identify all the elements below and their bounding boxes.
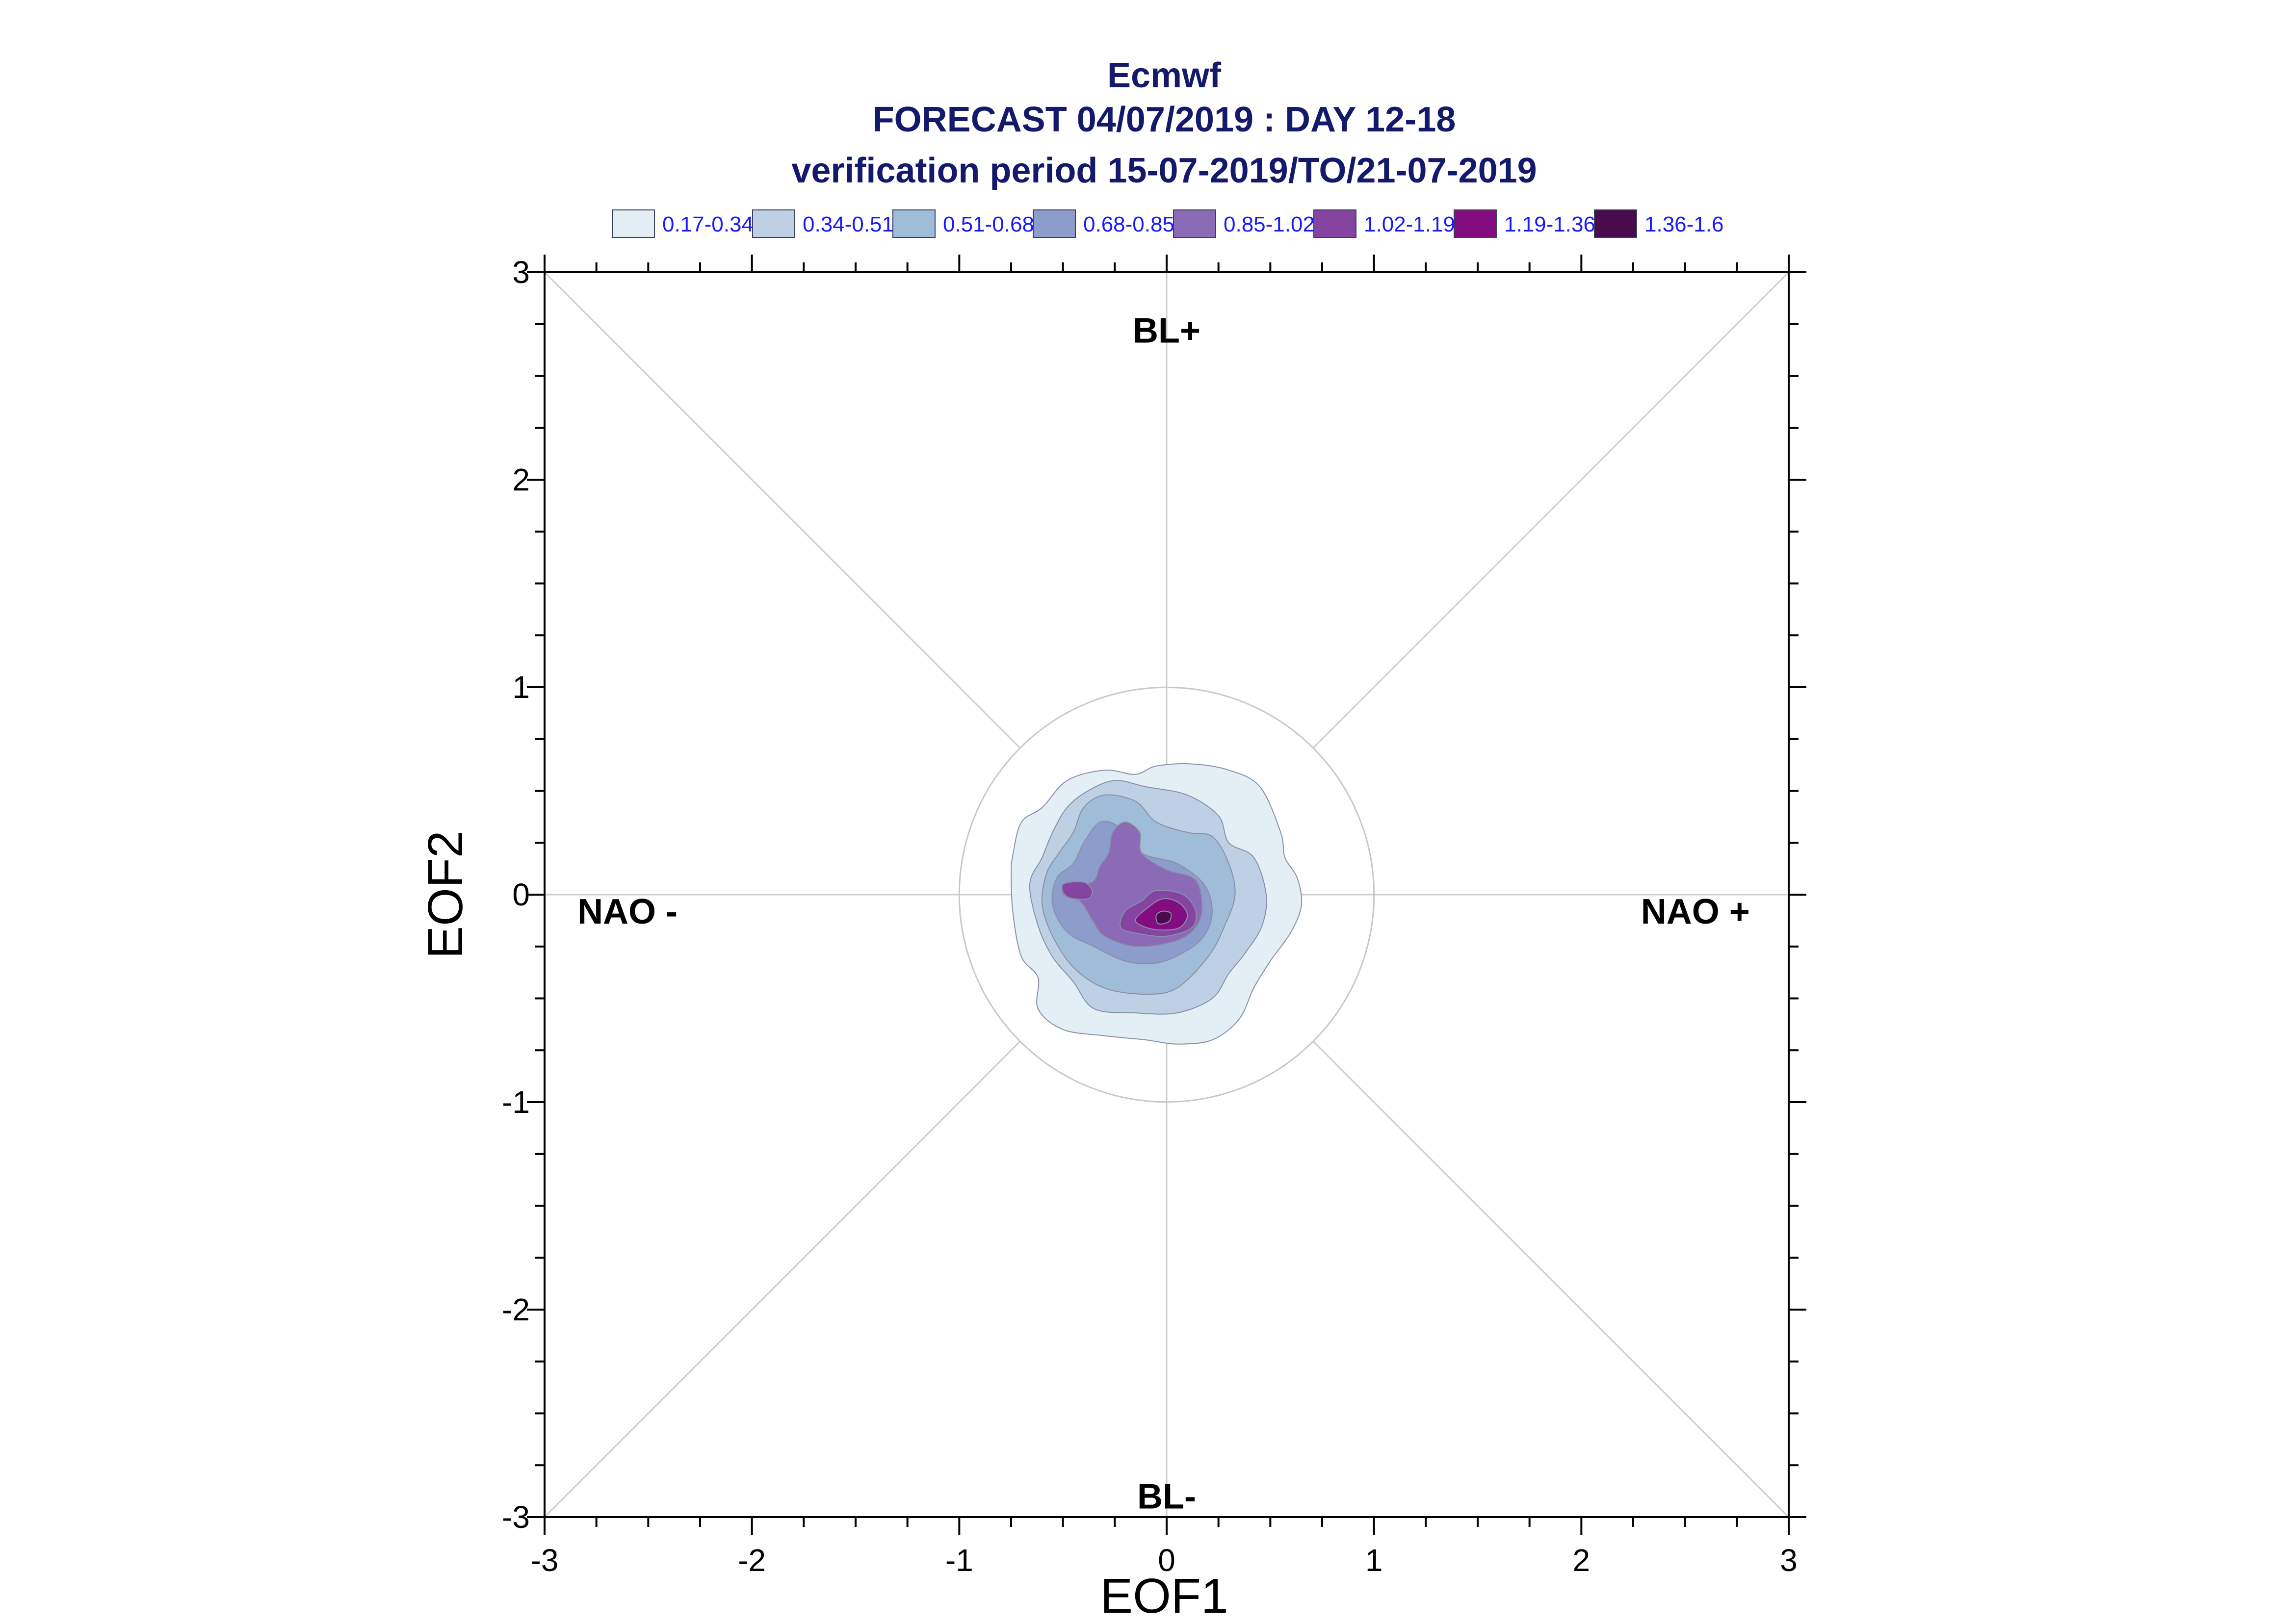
axis-ticks: -3 -2 -1 0 1 2 3 -3 -2 -1 0 1 2 3 xyxy=(502,255,1806,1578)
legend-label: 1.19-1.36 xyxy=(1504,212,1595,236)
legend-swatch xyxy=(1033,209,1076,238)
chart-title: Ecmwf xyxy=(1107,56,1222,95)
legend-swatch xyxy=(1313,209,1356,238)
y-tick-label: -1 xyxy=(502,1084,530,1120)
regime-labels: BL+ BL- NAO - NAO + xyxy=(577,311,1750,1516)
x-tick-label: 2 xyxy=(1573,1543,1591,1578)
legend-swatch xyxy=(1594,209,1637,238)
diagonal-guide-line xyxy=(544,271,1021,748)
legend-swatch xyxy=(1173,209,1216,238)
x-tick-label: 0 xyxy=(1158,1543,1175,1578)
density-contour xyxy=(1155,910,1172,925)
y-tick-label: 1 xyxy=(512,670,530,705)
regime-label: BL+ xyxy=(1133,311,1200,350)
density-contours xyxy=(1010,763,1303,1045)
legend-swatch xyxy=(612,209,655,238)
chart-subtitle: FORECAST 04/07/2019 : DAY 12-18 xyxy=(873,100,1456,139)
legend-label: 0.17-0.34 xyxy=(662,212,754,236)
legend-label: 0.85-1.02 xyxy=(1224,212,1315,236)
x-tick-label: -3 xyxy=(531,1543,559,1578)
unit-circle xyxy=(958,686,1375,1103)
legend-label: 1.36-1.6 xyxy=(1644,212,1723,236)
plot-area: -3 -2 -1 0 1 2 3 -3 -2 -1 0 1 2 3 BL+ BL- NAO - NAO + xyxy=(502,255,1806,1578)
legend-label: 0.68-0.85 xyxy=(1083,212,1174,236)
x-tick-label: 3 xyxy=(1780,1543,1798,1578)
y-tick-label: 2 xyxy=(512,462,530,497)
legend-label: 1.02-1.19 xyxy=(1364,212,1455,236)
x-tick-label: 1 xyxy=(1365,1543,1383,1578)
diagonal-guide-line xyxy=(1312,1041,1790,1518)
regime-label: BL- xyxy=(1137,1477,1196,1517)
chart-subtitle-verification: verification period 15-07-2019/TO/21-07-… xyxy=(791,151,1537,190)
x-axis-label: EOF1 xyxy=(1100,1569,1228,1624)
legend-label: 0.34-0.51 xyxy=(803,212,894,236)
regime-label: NAO + xyxy=(1641,892,1750,931)
x-tick-label: -1 xyxy=(945,1543,973,1578)
y-tick-label: 0 xyxy=(512,877,530,912)
legend-swatch xyxy=(752,209,795,238)
y-tick-label: 3 xyxy=(512,255,530,290)
y-axis-label: EOF2 xyxy=(418,830,473,958)
y-tick-label: -3 xyxy=(502,1499,530,1535)
diagonal-guide-line xyxy=(1312,271,1790,748)
legend-label: 0.51-0.68 xyxy=(943,212,1034,236)
legend-swatch xyxy=(892,209,936,238)
color-legend: 0.17-0.34 0.34-0.51 0.51-0.68 0.68-0.85 0.85… xyxy=(612,209,1723,238)
diagonal-guide-line xyxy=(544,1041,1021,1518)
x-tick-label: -2 xyxy=(738,1543,766,1578)
regime-label: NAO - xyxy=(577,892,678,931)
y-tick-label: -2 xyxy=(502,1292,530,1327)
density-contour xyxy=(1061,881,1093,900)
legend-swatch xyxy=(1454,209,1497,238)
